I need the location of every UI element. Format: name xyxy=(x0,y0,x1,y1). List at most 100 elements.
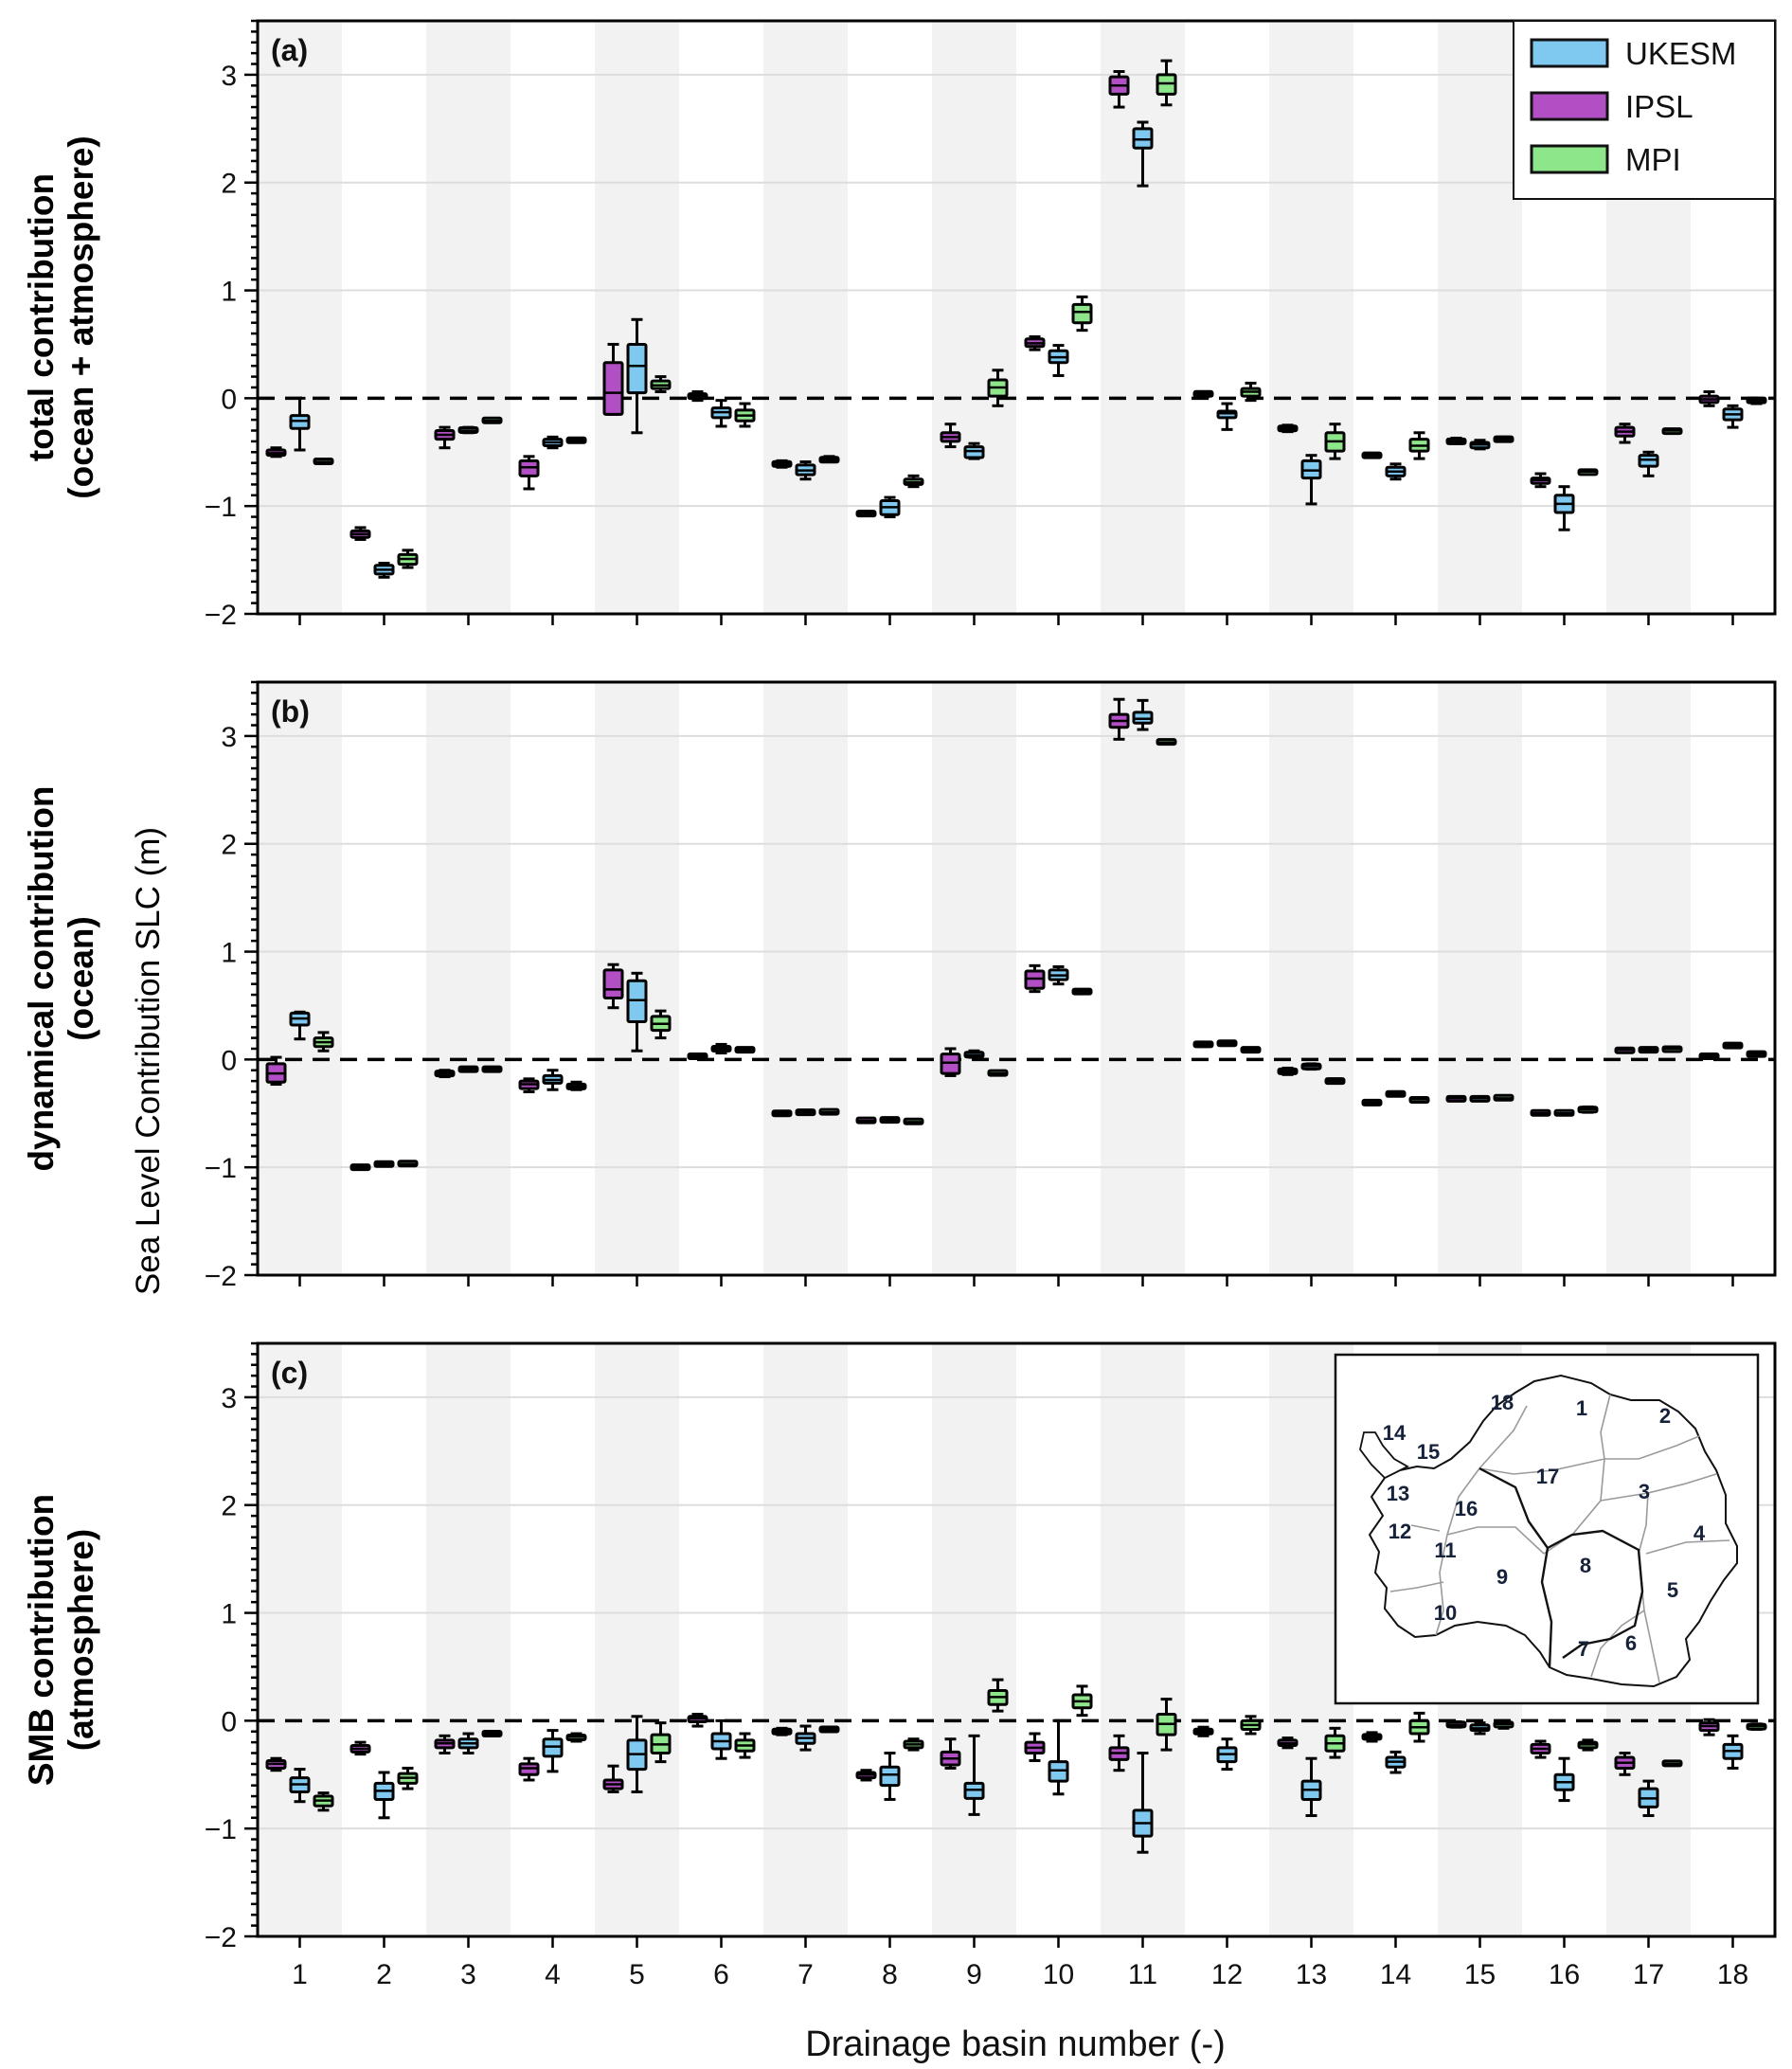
box-ipsl xyxy=(771,1109,793,1118)
box-ukesm xyxy=(626,1715,648,1793)
box-ukesm xyxy=(1638,450,1659,477)
box-ukesm xyxy=(1553,1756,1575,1803)
basin-band xyxy=(595,1343,679,1936)
basin-label: 17 xyxy=(1536,1465,1559,1488)
box-mpi xyxy=(903,1737,924,1752)
box-ukesm xyxy=(1469,1094,1491,1103)
legend-swatch-ipsl xyxy=(1530,91,1609,121)
box xyxy=(1071,302,1093,325)
legend-label-ukesm: UKESM xyxy=(1625,36,1736,71)
box-mpi xyxy=(1493,1093,1514,1102)
box-ukesm xyxy=(1385,1750,1407,1774)
box-ipsl xyxy=(855,1769,877,1782)
basin-band xyxy=(763,1343,848,1936)
ice-shelf-divide-east xyxy=(1547,1529,1644,1659)
box-ukesm xyxy=(1216,1737,1238,1772)
y-tick-label: 3 xyxy=(221,1383,237,1414)
box-ukesm xyxy=(879,495,901,519)
box-mpi xyxy=(818,1725,840,1734)
box-ipsl xyxy=(1192,1040,1214,1049)
box-ukesm xyxy=(1469,1721,1491,1736)
box-mpi xyxy=(313,1791,334,1812)
box-ipsl xyxy=(265,446,287,459)
box-mpi xyxy=(734,1046,756,1054)
panel-label: (c) xyxy=(271,1356,308,1390)
basin-band xyxy=(1269,682,1353,1275)
box-ipsl xyxy=(1024,1732,1046,1762)
basin-band xyxy=(1606,682,1691,1275)
box-ipsl xyxy=(771,459,793,469)
box-ipsl xyxy=(1192,389,1214,399)
box-ipsl xyxy=(1277,1736,1299,1750)
box-ukesm xyxy=(1216,402,1238,431)
box-mpi xyxy=(1240,381,1262,403)
y-tick-label: −2 xyxy=(205,1261,237,1292)
basin-band xyxy=(932,1343,1016,1936)
plot-frame xyxy=(256,19,1777,616)
box-ukesm xyxy=(710,1042,732,1055)
y-tick-label: −1 xyxy=(205,492,237,523)
y-tick-label: −2 xyxy=(205,600,237,631)
box-ipsl xyxy=(940,1047,961,1077)
box-ipsl xyxy=(434,1734,456,1755)
basin-band xyxy=(1438,682,1522,1275)
box-mpi xyxy=(1156,738,1177,747)
x-tick-label: 3 xyxy=(460,1959,476,1990)
box-ipsl xyxy=(518,455,540,491)
box-ipsl xyxy=(349,1740,371,1756)
box-mpi xyxy=(1408,1711,1430,1743)
box xyxy=(626,342,648,395)
box-mpi xyxy=(734,402,756,428)
box-ipsl xyxy=(602,1764,624,1793)
box-ukesm xyxy=(1638,1779,1659,1818)
box-mpi xyxy=(1240,1046,1262,1054)
box-plots xyxy=(265,59,1767,1854)
basin-band xyxy=(258,21,342,614)
basin-band xyxy=(426,1343,511,1936)
basin-label: 15 xyxy=(1417,1440,1440,1464)
box-ukesm xyxy=(710,399,732,428)
box-mpi xyxy=(1324,1726,1346,1759)
x-tick-label: 7 xyxy=(797,1959,814,1990)
box xyxy=(879,1765,901,1788)
box-mpi xyxy=(903,474,924,489)
basin-band xyxy=(1101,21,1185,614)
box-mpi xyxy=(734,1732,756,1759)
box-mpi xyxy=(1746,1722,1767,1731)
y-tick-label: 1 xyxy=(221,1599,237,1630)
basin-label: 7 xyxy=(1578,1637,1589,1661)
box-ukesm xyxy=(963,441,985,460)
basin-band xyxy=(763,21,848,614)
box-mpi xyxy=(397,549,419,569)
box-ukesm xyxy=(1638,1046,1659,1054)
box-mpi xyxy=(481,1730,503,1738)
box-mpi xyxy=(481,416,503,424)
box-ukesm xyxy=(795,1108,816,1117)
basin-label: 4 xyxy=(1693,1521,1706,1545)
box-ukesm xyxy=(1048,344,1069,377)
box-mpi xyxy=(818,1107,840,1116)
box-ipsl xyxy=(1698,390,1720,407)
legend-swatch-mpi xyxy=(1530,144,1609,174)
box-ukesm xyxy=(795,460,816,481)
box-ipsl xyxy=(940,1737,961,1770)
box-mpi xyxy=(1577,1738,1599,1752)
box-ukesm xyxy=(1722,1041,1744,1050)
box-ukesm xyxy=(879,1116,901,1124)
x-tick-label: 9 xyxy=(966,1959,982,1990)
box-ipsl xyxy=(602,342,624,416)
basin-label: 9 xyxy=(1496,1565,1508,1589)
box-ipsl xyxy=(855,1116,877,1124)
x-tick-label: 6 xyxy=(713,1959,729,1990)
box-ukesm xyxy=(879,1752,901,1801)
panel-label: (b) xyxy=(271,694,310,729)
box-mpi xyxy=(1577,1105,1599,1114)
basin-label: 18 xyxy=(1491,1391,1514,1414)
panel-y-label: dynamical contribution xyxy=(22,785,61,1171)
basin-band xyxy=(932,682,1016,1275)
box-mpi xyxy=(650,1009,672,1040)
basin-band xyxy=(763,682,848,1275)
box-mpi xyxy=(987,1678,1009,1713)
box-ipsl xyxy=(1445,436,1467,445)
basin-label: 11 xyxy=(1434,1538,1456,1562)
